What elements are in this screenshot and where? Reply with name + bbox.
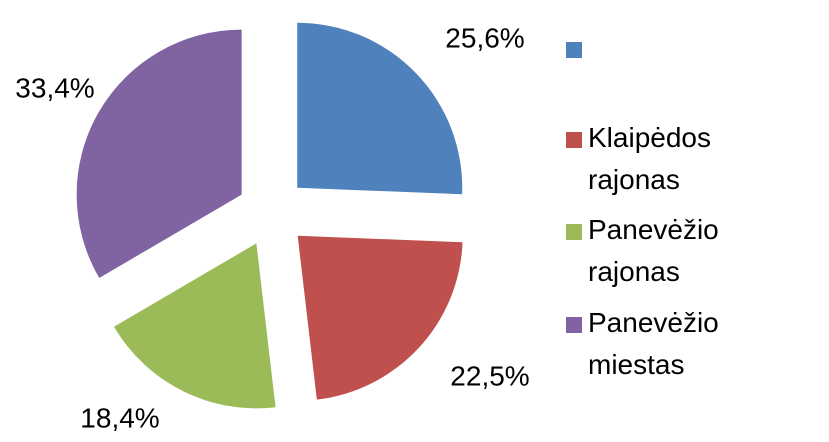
legend-line: miestas — [588, 349, 684, 380]
legend-line: Klaipėdos — [588, 122, 711, 153]
pie-slice — [114, 243, 276, 409]
legend-line: Panevėžio — [588, 214, 719, 245]
pie-slice — [76, 29, 242, 278]
legend-swatch — [566, 42, 582, 58]
data-label: 33,4% — [15, 72, 94, 103]
legend-label: Panevėžio miestas — [588, 307, 719, 380]
pie-slice — [297, 22, 463, 195]
data-label: 22,5% — [450, 360, 529, 391]
legend-swatch — [566, 317, 582, 333]
pie-slice — [297, 235, 463, 400]
legend-swatch — [566, 132, 582, 148]
legend-label: Klaipėdos rajonas — [588, 122, 711, 195]
data-label: 25,6% — [445, 22, 524, 53]
legend-line: Panevėžio — [588, 307, 719, 338]
legend-label: Panevėžio rajonas — [588, 214, 719, 287]
legend-line: rajonas — [588, 164, 680, 195]
legend-swatch — [566, 224, 582, 240]
legend-line: rajonas — [588, 256, 680, 287]
data-label: 18,4% — [80, 402, 159, 433]
